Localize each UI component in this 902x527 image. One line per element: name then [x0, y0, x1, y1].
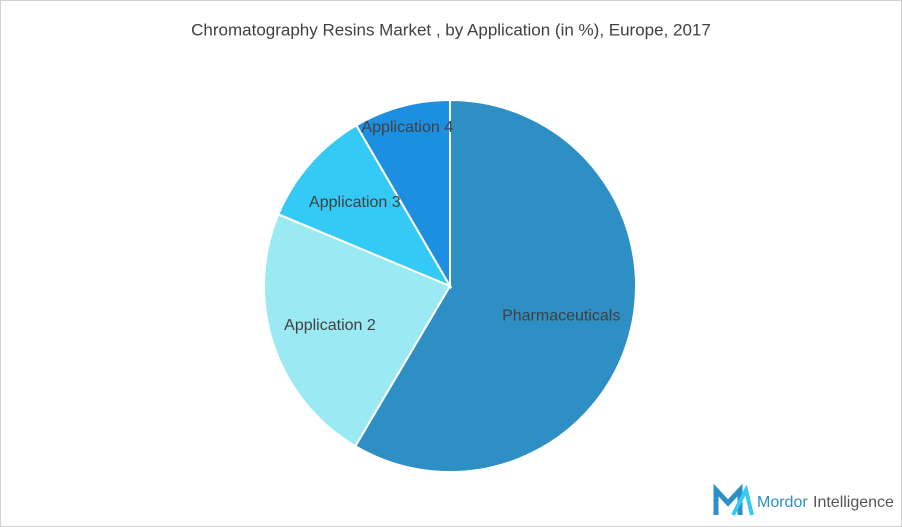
pie-slice — [263, 212, 452, 448]
slice-label: Pharmaceuticals — [502, 308, 620, 325]
slice-label: Application 4 — [361, 119, 453, 136]
logo-text: Intelligence — [813, 494, 894, 511]
pie-slice — [354, 98, 451, 290]
pie-slice — [277, 123, 453, 289]
slice-label: Application 2 — [284, 317, 376, 334]
chart-title: Chromatography Resins Market , by Applic… — [191, 20, 711, 39]
logo: Mordor Intelligence — [713, 483, 894, 516]
logo-icon — [731, 484, 754, 516]
logo-text: Mordor — [757, 494, 808, 511]
slice-label: Application 3 — [309, 194, 401, 211]
pie-slice — [353, 98, 637, 473]
